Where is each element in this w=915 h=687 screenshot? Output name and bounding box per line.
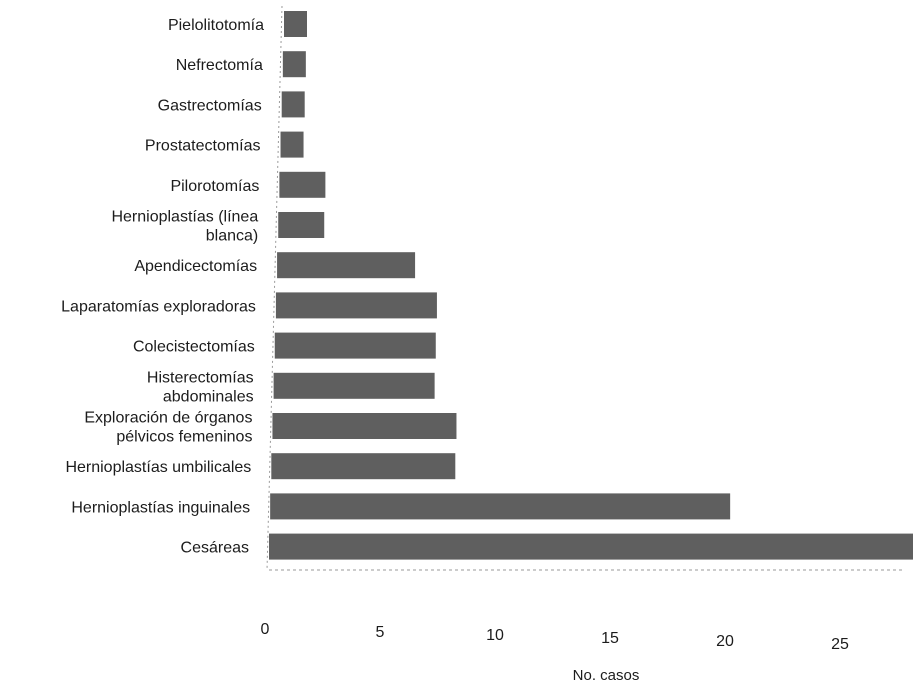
category-label-apendicectomias: Apendicectomías	[134, 258, 257, 275]
category-label-cesareas: Cesáreas	[181, 540, 249, 557]
category-label-pielolitotomia: Pielolitotomía	[168, 17, 264, 34]
category-label-prostatectomias: Prostatectomías	[145, 138, 261, 155]
bars-group	[269, 11, 913, 560]
category-label-hernioplastias-inguinales: Hernioplastías inguinales	[71, 499, 250, 516]
category-label-laparatomias-exploradoras: Laparatomías exploradoras	[61, 298, 256, 315]
bar-pielolitotomia	[284, 11, 307, 37]
x-tick-label-20: 20	[716, 633, 734, 650]
category-label-nefrectomia: Nefrectomía	[176, 57, 263, 74]
bar-pilorotomias	[279, 171, 326, 198]
x-tick-label-10: 10	[486, 627, 504, 644]
category-label-pilorotomias: Pilorotomías	[170, 178, 259, 195]
bar-gastrectomias	[281, 91, 305, 118]
x-tick-label-0: 0	[261, 621, 270, 638]
x-tick-label-25: 25	[831, 636, 849, 653]
x-tick-labels-group: 0 5 10 15 20 25	[261, 621, 849, 653]
category-labels-group: Pielolitotomía Nefrectomía Gastrectomías Pr…	[61, 17, 264, 557]
bar-cesareas	[269, 533, 913, 560]
category-label-histerectomias-abdominales: Histerectomías abdominales	[147, 369, 254, 405]
x-tick-label-5: 5	[376, 624, 385, 641]
category-label-gastrectomias: Gastrectomías	[158, 97, 262, 114]
bar-hernioplastias-inguinales	[270, 493, 731, 520]
y-axis-line	[266, 5, 283, 571]
x-axis-title: No. casos	[573, 667, 640, 684]
bar-colecistectomias	[274, 332, 436, 359]
category-label-hernioplastias-umbilicales: Hernioplastías umbilicales	[65, 459, 251, 476]
category-label-exploracion-de-organos-pelvicos-femeninos: Exploración de órganos pélvicos femeninos	[84, 410, 252, 446]
category-label-colecistectomias: Colecistectomías	[133, 339, 255, 356]
bar-hernioplastias-umbilicales	[271, 453, 456, 480]
category-label-hernioplastias-linea-blanca: Hernioplastías (línea blanca)	[111, 209, 258, 245]
bar-hernioplastias-linea-blanca	[278, 212, 325, 238]
x-tick-label-15: 15	[601, 630, 619, 647]
bar-laparatomias-exploradoras	[275, 292, 437, 319]
bar-prostatectomias	[280, 131, 304, 158]
bar-histerectomias-abdominales	[273, 372, 435, 399]
bar-exploracion-de-organos-pelvicos-femeninos	[272, 413, 457, 439]
bar-apendicectomias	[277, 252, 416, 279]
bar-nefrectomia	[282, 51, 306, 78]
